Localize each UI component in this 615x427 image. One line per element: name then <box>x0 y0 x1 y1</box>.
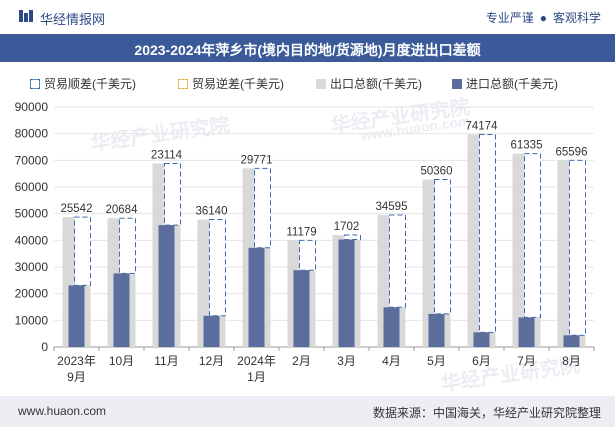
x-tick-label: 6月 <box>472 354 491 368</box>
x-tick-label: 2023年 <box>57 354 96 368</box>
y-tick-label: 10000 <box>15 313 49 327</box>
y-tick-label: 90000 <box>15 100 49 114</box>
legend-item-surplus: 贸易顺差(千美元) <box>30 75 136 92</box>
surplus-data-label: 11179 <box>286 226 316 238</box>
tagline-right: 客观科学 <box>552 11 601 25</box>
y-tick-label: 0 <box>41 340 48 354</box>
import-bar <box>473 332 490 347</box>
import-bar <box>113 273 130 347</box>
import-bar <box>293 270 310 347</box>
import-bar <box>158 225 175 347</box>
import-bar <box>563 335 580 347</box>
surplus-data-label: 65596 <box>556 146 588 158</box>
legend-item-import: 进口总额(千美元) <box>452 75 558 92</box>
tagline-left: 专业严谨 <box>485 11 534 25</box>
x-tick-label: 11月 <box>154 354 178 368</box>
x-tick-label: 9月 <box>67 370 86 384</box>
surplus-bar <box>119 217 136 274</box>
y-tick-label: 80000 <box>15 127 49 141</box>
surplus-bar <box>74 216 91 286</box>
legend-label-deficit: 贸易逆差(千美元) <box>192 77 284 91</box>
surplus-bar <box>344 234 361 241</box>
chart-legend: 贸易顺差(千美元) 贸易逆差(千美元) 出口总额(千美元) 进口总额(千美元) <box>30 75 590 91</box>
title-bar: 2023-2024年萍乡市(境内目的地/货源地)月度进出口差额 <box>0 34 615 62</box>
footer-url: www.huaon.com <box>18 404 107 418</box>
surplus-bar <box>164 163 181 226</box>
surplus-bar <box>389 214 406 308</box>
import-bar <box>428 313 445 347</box>
x-tick-label: 2月 <box>292 354 311 368</box>
surplus-data-label: 34595 <box>376 201 408 213</box>
x-tick-label: 8月 <box>562 354 581 368</box>
legend-swatch-import <box>452 78 462 89</box>
tagline: 专业严谨 ● 客观科学 <box>486 9 601 26</box>
import-bar <box>248 247 265 347</box>
surplus-bar <box>434 179 451 315</box>
import-bar <box>203 315 220 347</box>
chart-area: 0 10000 20000 30000 40000 50000 60000 70000 8000… <box>15 100 595 384</box>
x-tick-label: 7月 <box>517 354 536 368</box>
surplus-data-label: 29771 <box>241 154 273 166</box>
footer-source: 数据来源：中国海关，华经产业研究院整理 <box>372 406 601 420</box>
legend-swatch-deficit <box>178 78 188 89</box>
chart-title: 2023-2024年萍乡市(境内目的地/货源地)月度进出口差额 <box>134 42 481 58</box>
surplus-bar <box>254 167 271 249</box>
surplus-data-label: 20684 <box>106 204 139 216</box>
legend-swatch-surplus <box>30 78 40 89</box>
y-tick-label: 30000 <box>15 260 49 274</box>
y-tick-label: 60000 <box>15 180 49 194</box>
surplus-bar <box>209 219 226 317</box>
x-tick-label: 4月 <box>382 354 401 368</box>
y-tick-label: 40000 <box>15 233 49 247</box>
surplus-data-label: 23114 <box>151 150 183 162</box>
surplus-bar <box>569 159 586 336</box>
surplus-bar <box>524 153 541 318</box>
surplus-data-label: 36140 <box>196 206 228 218</box>
x-tick-label: 12月 <box>199 354 224 368</box>
import-bar <box>383 307 400 347</box>
surplus-bar <box>479 133 496 333</box>
x-tick-label: 1月 <box>247 370 266 384</box>
site-name: 华经情报网 <box>40 12 106 27</box>
legend-swatch-export <box>316 78 326 89</box>
import-bar <box>68 285 85 347</box>
surplus-bar <box>299 239 316 271</box>
legend-label-export: 出口总额(千美元) <box>330 77 422 91</box>
huajing-logo-icon <box>19 10 33 22</box>
y-tick-label: 50000 <box>15 207 49 221</box>
x-tick-label: 10月 <box>109 354 134 368</box>
legend-item-export: 出口总额(千美元) <box>316 75 422 92</box>
surplus-data-label: 61335 <box>511 140 543 152</box>
x-tick-label: 3月 <box>337 354 356 368</box>
legend-label-import: 进口总额(千美元) <box>466 77 558 91</box>
y-tick-label: 20000 <box>15 287 49 301</box>
legend-label-surplus: 贸易顺差(千美元) <box>44 77 136 91</box>
x-tick-label: 2024年 <box>237 354 276 368</box>
x-tick-label: 5月 <box>427 354 446 368</box>
y-tick-label: 70000 <box>15 153 49 167</box>
import-bar <box>518 317 535 347</box>
surplus-data-label: 50360 <box>421 166 453 178</box>
footer-bar: www.huaon.com 数据来源：中国海关，华经产业研究院整理 <box>0 396 615 427</box>
legend-item-deficit: 贸易逆差(千美元) <box>178 75 284 92</box>
surplus-data-label: 74174 <box>466 120 499 132</box>
surplus-data-label: 25542 <box>61 203 93 215</box>
import-bar <box>338 239 355 347</box>
tagline-separator: ● <box>539 11 547 25</box>
header-bar: 华经情报网 专业严谨 ● 客观科学 <box>0 0 615 34</box>
surplus-data-label: 1702 <box>334 221 360 233</box>
